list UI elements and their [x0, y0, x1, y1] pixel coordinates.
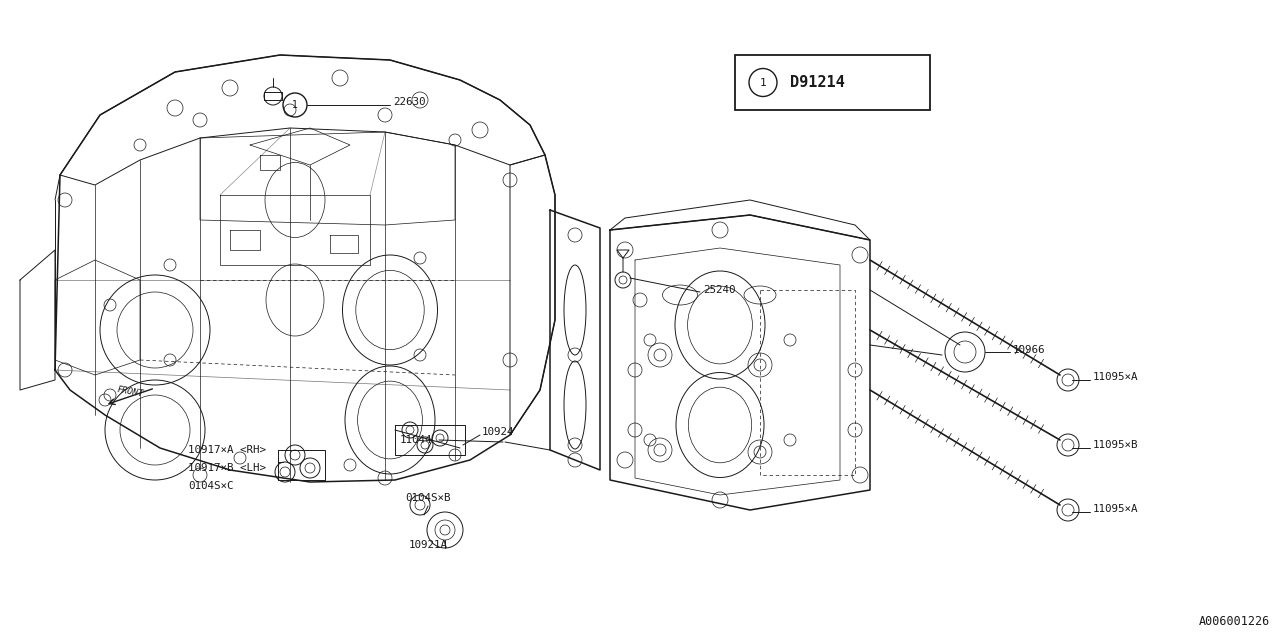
Text: A006001226: A006001226 — [1199, 615, 1270, 628]
Text: 11095×A: 11095×A — [1093, 504, 1138, 514]
Text: 10917×B <LH>: 10917×B <LH> — [188, 463, 266, 473]
Text: D91214: D91214 — [790, 75, 845, 90]
Text: 10917×A <RH>: 10917×A <RH> — [188, 445, 266, 455]
Text: 25240: 25240 — [703, 285, 736, 295]
Text: 10966: 10966 — [1012, 345, 1046, 355]
Text: 1: 1 — [292, 100, 298, 110]
Text: 0104S×C: 0104S×C — [188, 481, 233, 491]
Text: 1: 1 — [759, 77, 767, 88]
Text: 11044: 11044 — [399, 435, 433, 445]
Text: 0104S×B: 0104S×B — [406, 493, 451, 503]
Text: 11095×B: 11095×B — [1093, 440, 1138, 450]
Text: FRONT: FRONT — [116, 385, 145, 399]
Text: 10924: 10924 — [483, 427, 515, 437]
Bar — [735, 55, 931, 110]
Text: 11095×A: 11095×A — [1093, 372, 1138, 382]
Text: 22630: 22630 — [393, 97, 425, 107]
Text: 10921A: 10921A — [408, 540, 448, 550]
